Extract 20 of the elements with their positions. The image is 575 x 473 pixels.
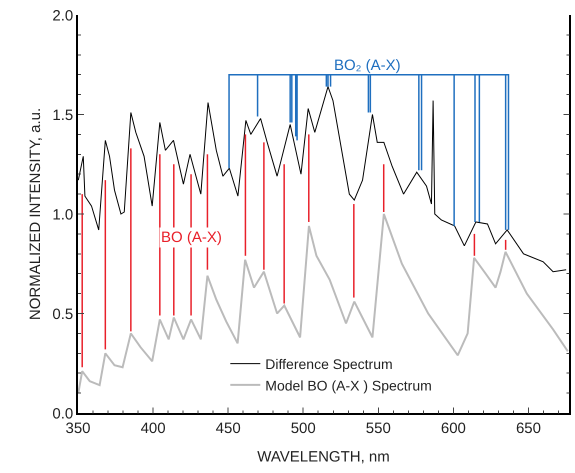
x-tick-label: 650 xyxy=(516,420,541,437)
y-tick-label: 0.5 xyxy=(52,306,74,323)
y-axis-title: NORMALIZED INTENSITY, a.u. xyxy=(27,108,44,320)
y-tick-label: 1.5 xyxy=(52,106,74,124)
y-tick-label: 0.0 xyxy=(52,405,74,422)
line-series xyxy=(228,74,510,231)
y-tick-label: 2.0 xyxy=(52,7,74,24)
x-tick-label: 400 xyxy=(140,420,166,437)
legend-label: Model BO (A-X ) Spectrum xyxy=(265,377,432,394)
x-tick-label: 350 xyxy=(65,420,91,437)
x-axis-title: WAVELENGTH, nm xyxy=(257,448,390,466)
x-tick-label: 500 xyxy=(290,420,316,437)
x-tick-label: 600 xyxy=(440,420,466,437)
x-tick-label: 450 xyxy=(216,420,241,437)
series-label: BO (A-X) xyxy=(161,229,222,246)
legend-label: Difference Spectrum xyxy=(265,356,393,372)
x-tick-label: 550 xyxy=(366,420,391,437)
series-label: BO₂ (A-X) xyxy=(334,57,401,74)
line-series xyxy=(78,213,569,394)
y-tick-label: 1.0 xyxy=(52,206,74,224)
